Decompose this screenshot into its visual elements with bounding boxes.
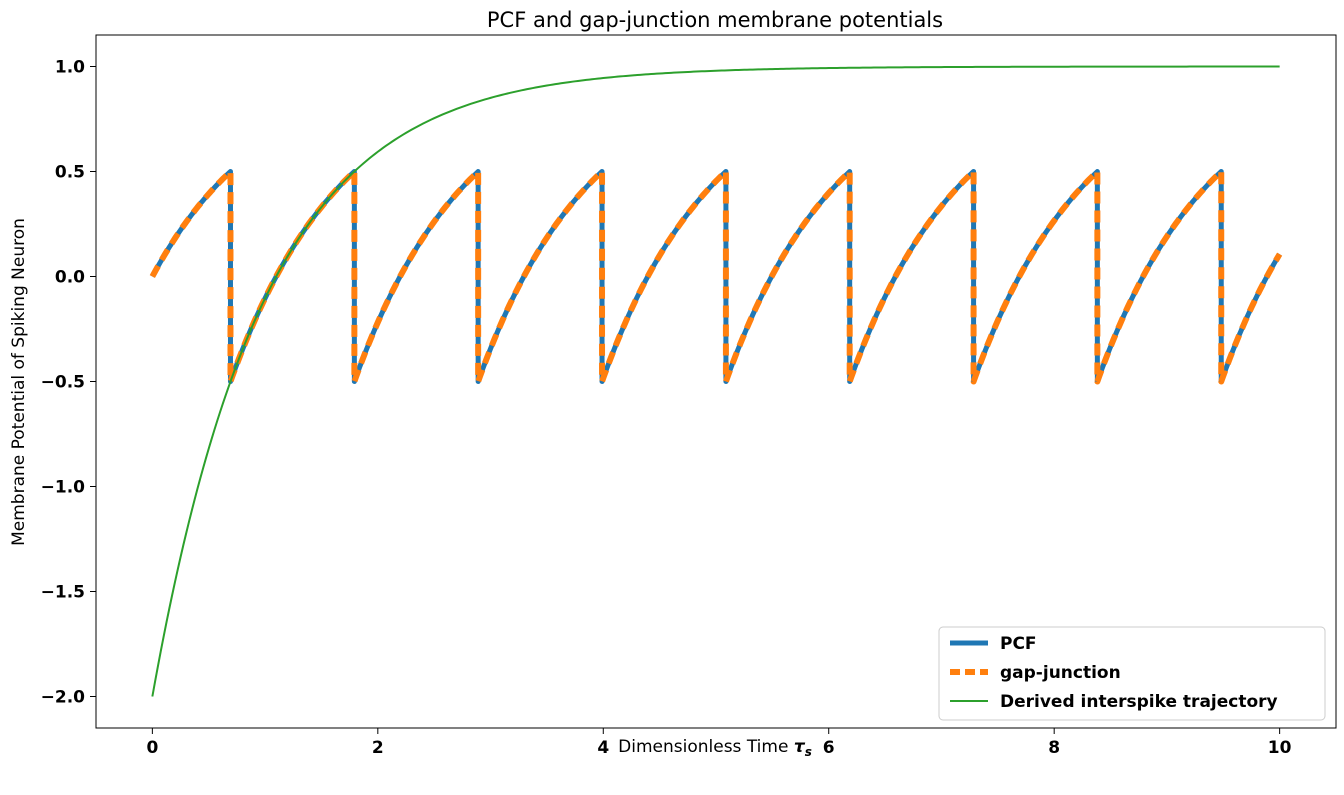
y-axis-label: Membrane Potential of Spiking Neuron [9,218,29,546]
x-tick-label: 10 [1268,738,1292,758]
x-axis: 0 2 4 6 8 10 [146,728,1292,758]
chart-title: PCF and gap-junction membrane potentials [487,8,943,32]
x-tick-label: 0 [146,738,158,758]
y-tick-label: −2.0 [41,688,86,708]
y-tick-label: 1.0 [55,58,85,78]
plot-frame [95,34,1337,729]
legend-label-gap-junction: gap-junction [1000,663,1121,683]
y-tick-label: 0.0 [55,268,85,288]
x-axis-label: Dimensionless Time τs [618,737,812,759]
series-derived-trajectory-line [151,65,1280,697]
legend-box [938,626,1326,721]
series-layer [149,65,1283,697]
legend-label-derived-trajectory: Derived interspike trajectory [1000,692,1278,712]
y-tick-label: −0.5 [41,373,85,393]
x-axis-symbol-subscript: s [805,745,812,759]
y-axis: 1.0 0.5 0.0 −0.5 −1.0 −1.5 −2.0 [41,58,96,708]
plot-area [95,34,1337,729]
legend-label-pcf: PCF [1000,634,1037,654]
y-tick-label: −1.0 [41,478,86,498]
legend: PCF gap-junction Derived interspike traj… [938,626,1326,721]
x-axis-label-text: Dimensionless Time [618,737,788,757]
x-tick-label: 4 [597,738,609,758]
series-gap-junction-line [149,168,1283,385]
x-tick-label: 2 [372,738,384,758]
x-tick-label: 6 [823,738,835,758]
x-axis-symbol: τ [794,737,806,757]
y-tick-label: 0.5 [55,163,85,183]
y-tick-label: −1.5 [41,583,85,603]
x-tick-label: 8 [1048,738,1060,758]
